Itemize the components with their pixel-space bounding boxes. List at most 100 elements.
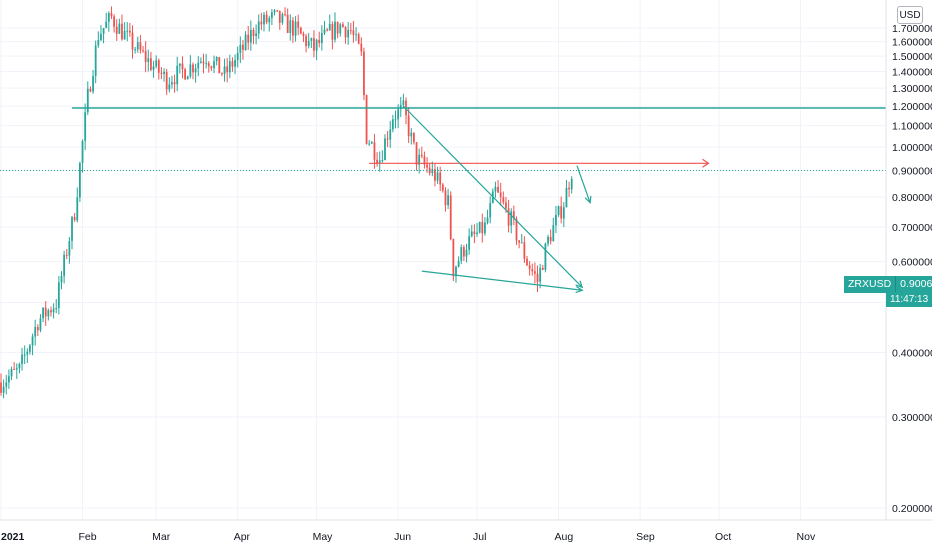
x-tick-label: Mar bbox=[152, 531, 171, 543]
candle-body bbox=[547, 236, 549, 244]
candle-body bbox=[465, 249, 468, 257]
lower-trendline-arrowhead bbox=[575, 285, 584, 294]
x-tick-label: Apr bbox=[234, 531, 251, 543]
candle-body bbox=[249, 29, 252, 43]
time-axis[interactable]: 2021 Feb Mar Apr May Jun Jul Aug Sep Oct Nov bbox=[1, 531, 816, 543]
candle-body bbox=[23, 354, 26, 356]
lower-trendline[interactable] bbox=[421, 270, 583, 291]
candle-body bbox=[105, 21, 108, 29]
y-tick-label: 0.600000 bbox=[892, 257, 932, 269]
candle-body bbox=[420, 154, 423, 157]
descending-trendline[interactable] bbox=[402, 105, 583, 288]
candle-body bbox=[123, 31, 126, 40]
candle-body bbox=[457, 260, 460, 267]
candle-body bbox=[376, 159, 378, 164]
x-tick-label: Feb bbox=[79, 531, 97, 543]
candle-body bbox=[79, 163, 81, 198]
candle-body bbox=[568, 187, 570, 190]
candle-body bbox=[71, 217, 73, 241]
candle-body bbox=[562, 207, 565, 219]
candle-body bbox=[42, 307, 44, 319]
forecast-arrow[interactable] bbox=[576, 165, 591, 203]
candle-body bbox=[273, 10, 276, 13]
candle-body bbox=[15, 368, 18, 370]
candle-body bbox=[455, 266, 457, 277]
candle-body bbox=[352, 30, 355, 35]
candle-body bbox=[486, 217, 489, 223]
candle-body bbox=[21, 354, 23, 364]
candle-body bbox=[441, 184, 444, 191]
y-tick-label: 1.200000 bbox=[892, 101, 932, 113]
candle-body bbox=[570, 179, 573, 190]
candle-body bbox=[315, 39, 318, 51]
candle-body bbox=[84, 112, 87, 141]
candle-body bbox=[426, 164, 428, 168]
candle-body bbox=[284, 14, 286, 16]
candle-body bbox=[152, 66, 155, 70]
price-axis[interactable]: 1.700000 1.600000 1.500000 1.400000 1.300000… bbox=[892, 23, 932, 515]
candle-body bbox=[391, 119, 394, 130]
candle-body bbox=[189, 64, 192, 77]
candle-body bbox=[263, 14, 265, 25]
candle-body bbox=[278, 10, 281, 23]
drawings bbox=[0, 105, 886, 294]
candle-body bbox=[313, 38, 315, 51]
candle-body bbox=[489, 203, 492, 218]
candle-body bbox=[155, 60, 158, 67]
candle-body bbox=[299, 27, 302, 34]
y-tick-label: 1.100000 bbox=[892, 121, 932, 133]
x-tick-label: Aug bbox=[555, 531, 574, 543]
candle-body bbox=[265, 14, 268, 23]
candle-body bbox=[268, 18, 271, 23]
candle-body bbox=[449, 195, 452, 240]
candle-body bbox=[29, 345, 31, 352]
candle-body bbox=[476, 232, 478, 235]
candle-body bbox=[168, 84, 171, 90]
candle-body bbox=[357, 34, 360, 44]
x-tick-label: Jun bbox=[394, 531, 411, 543]
y-tick-label: 1.000000 bbox=[892, 142, 932, 154]
candle-body bbox=[497, 186, 499, 193]
candle-body bbox=[118, 23, 121, 34]
candle-body bbox=[68, 240, 71, 256]
candle-body bbox=[113, 16, 115, 27]
candle-body bbox=[270, 12, 273, 19]
candle-body bbox=[415, 142, 418, 165]
candle-body bbox=[202, 61, 205, 64]
candle-body bbox=[252, 29, 255, 37]
candle-body bbox=[494, 186, 497, 192]
candle-body bbox=[344, 27, 347, 38]
candle-body bbox=[55, 307, 58, 309]
candle-body bbox=[507, 208, 510, 226]
bar-countdown: 11:47:13 bbox=[886, 292, 932, 307]
candle-body bbox=[186, 76, 189, 80]
currency-badge[interactable]: USD bbox=[897, 6, 923, 24]
candle-body bbox=[239, 44, 242, 53]
candle-body bbox=[323, 29, 326, 34]
candle-body bbox=[150, 58, 152, 70]
candle-body bbox=[431, 169, 434, 174]
y-tick-label: 1.500000 bbox=[892, 51, 932, 63]
candle-body bbox=[0, 382, 2, 393]
candle-body bbox=[286, 14, 289, 33]
candle-body bbox=[336, 21, 339, 34]
x-tick-label: Nov bbox=[797, 531, 816, 543]
candle-body bbox=[18, 363, 21, 369]
candle-body bbox=[518, 240, 521, 243]
candle-body bbox=[73, 217, 76, 221]
candle-body bbox=[418, 154, 421, 165]
candle-body bbox=[386, 138, 389, 140]
candle-body bbox=[210, 66, 213, 69]
x-tick-label: May bbox=[313, 531, 334, 543]
candle-body bbox=[207, 63, 210, 67]
last-price-tag: ZRXUSD 0.900644 bbox=[844, 276, 932, 293]
candle-body bbox=[234, 59, 236, 67]
candle-body bbox=[157, 60, 160, 73]
candle-body bbox=[121, 23, 123, 40]
candle-body bbox=[223, 66, 226, 74]
candle-body bbox=[452, 239, 455, 277]
candle-body bbox=[305, 36, 307, 47]
candle-body bbox=[36, 327, 39, 331]
